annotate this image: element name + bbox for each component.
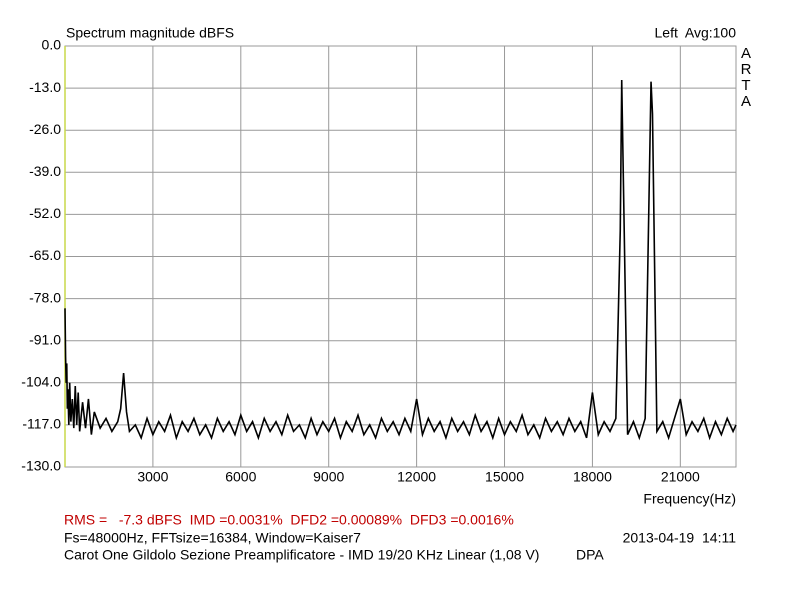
chart-title: Spectrum magnitude dBFS bbox=[66, 25, 234, 41]
x-tick-label: 12000 bbox=[397, 469, 436, 485]
y-tick-label: -91.0 bbox=[29, 331, 61, 347]
author: DPA bbox=[576, 547, 604, 563]
y-tick-label: -130.0 bbox=[21, 458, 61, 474]
channel-label: Left Avg:100 bbox=[655, 25, 737, 41]
y-tick-label: -104.0 bbox=[21, 374, 61, 390]
y-tick-label: -26.0 bbox=[29, 121, 61, 137]
y-tick-label: 0.0 bbox=[42, 37, 62, 53]
y-tick-label: -65.0 bbox=[29, 247, 61, 263]
x-tick-label: 9000 bbox=[313, 469, 344, 485]
y-tick-label: -13.0 bbox=[29, 79, 61, 95]
x-tick-label: 6000 bbox=[225, 469, 256, 485]
description: Carot One Gildolo Sezione Preamplificato… bbox=[64, 547, 539, 563]
brand: ARTA bbox=[740, 45, 752, 110]
y-tick-label: -78.0 bbox=[29, 289, 61, 305]
x-tick-label: 21000 bbox=[661, 469, 700, 485]
spectrum-line bbox=[64, 79, 737, 441]
timestamp: 2013-04-19 14:11 bbox=[623, 530, 737, 546]
x-tick-label: 18000 bbox=[573, 469, 612, 485]
x-axis-label: Frequency(Hz) bbox=[643, 491, 736, 507]
settings: Fs=48000Hz, FFTsize=16384, Window=Kaiser… bbox=[64, 530, 361, 546]
y-tick-label: -39.0 bbox=[29, 163, 61, 179]
x-tick-label: 3000 bbox=[137, 469, 168, 485]
y-tick-label: -117.0 bbox=[22, 416, 61, 432]
x-tick-label: 15000 bbox=[485, 469, 524, 485]
y-tick-label: -52.0 bbox=[29, 205, 61, 221]
measurements: RMS = -7.3 dBFS IMD =0.0031% DFD2 =0.000… bbox=[64, 512, 514, 528]
